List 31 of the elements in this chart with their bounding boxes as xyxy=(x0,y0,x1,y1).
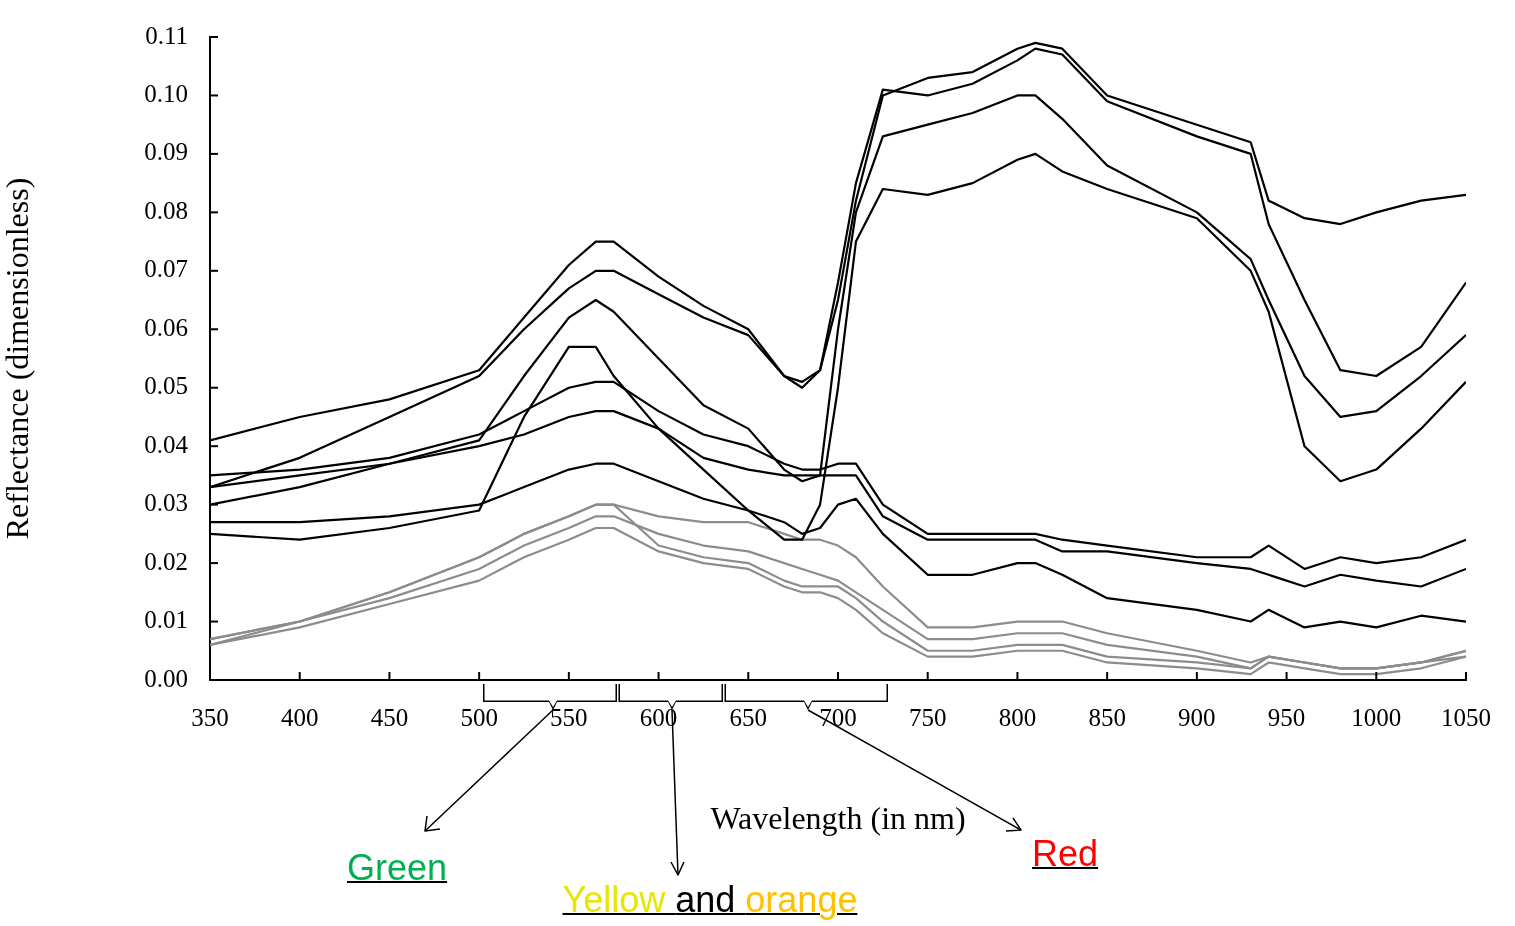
x-tick-label: 550 xyxy=(550,703,588,731)
x-tick-label: 500 xyxy=(460,703,498,731)
x-tick-label: 400 xyxy=(280,703,319,731)
y-tick-label: 0.02 xyxy=(144,547,188,575)
text: Red xyxy=(1032,833,1099,874)
y-tick-label: 0.06 xyxy=(144,313,188,341)
y-tick-label: 0.04 xyxy=(144,430,189,458)
x-tick-label: 900 xyxy=(1178,703,1216,731)
x-tick-label: 650 xyxy=(729,703,768,731)
x-tick-label: 1050 xyxy=(1441,703,1491,731)
x-tick-label: 1000 xyxy=(1351,703,1402,731)
text: Yellow and orange xyxy=(562,879,858,920)
x-tick-label: 800 xyxy=(998,703,1037,731)
y-tick-label: 0.01 xyxy=(144,606,188,634)
x-tick-label: 350 xyxy=(191,703,229,731)
y-axis-title: Reflectance (dimensionless) xyxy=(0,177,35,540)
x-tick-label: 450 xyxy=(370,703,409,731)
y-tick-label: 0.00 xyxy=(144,664,188,692)
y-tick-label: 0.05 xyxy=(144,372,188,400)
y-tick-label: 0.07 xyxy=(144,255,188,283)
y-tick-label: 0.09 xyxy=(144,138,188,166)
x-axis-title: Wavelength (in nm) xyxy=(710,800,966,837)
y-tick-label: 0.10 xyxy=(144,80,188,108)
y-tick-label: 0.03 xyxy=(144,489,188,517)
x-tick-label: 850 xyxy=(1088,703,1126,731)
x-tick-label: 950 xyxy=(1267,703,1306,731)
text: Green xyxy=(347,847,448,888)
y-tick-label: 0.11 xyxy=(145,21,188,49)
y-tick-label: 0.08 xyxy=(144,196,188,224)
x-tick-label: 750 xyxy=(908,703,947,731)
x-tick-label: 700 xyxy=(819,703,857,731)
